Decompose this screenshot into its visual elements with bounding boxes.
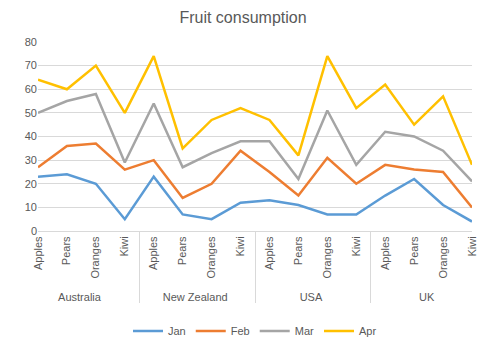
svg-text:Mar: Mar (295, 325, 314, 337)
svg-text:Kiwi: Kiwi (118, 236, 130, 256)
svg-text:40: 40 (25, 130, 37, 142)
svg-text:Feb: Feb (231, 325, 250, 337)
svg-text:80: 80 (25, 36, 37, 48)
svg-text:Oranges: Oranges (321, 236, 333, 279)
svg-text:10: 10 (25, 201, 37, 213)
svg-text:Oranges: Oranges (437, 236, 449, 279)
svg-text:UK: UK (419, 291, 435, 303)
svg-text:Pears: Pears (408, 236, 420, 265)
svg-text:60: 60 (25, 83, 37, 95)
svg-text:Fruit consumption: Fruit consumption (179, 9, 306, 26)
svg-text:Apples: Apples (379, 236, 391, 270)
svg-text:Pears: Pears (292, 236, 304, 265)
svg-text:Oranges: Oranges (89, 236, 101, 279)
svg-text:Kiwi: Kiwi (466, 236, 478, 256)
svg-text:0: 0 (31, 225, 37, 237)
svg-text:Australia: Australia (58, 291, 102, 303)
svg-text:Apples: Apples (263, 236, 275, 270)
svg-text:Jan: Jan (168, 325, 186, 337)
svg-text:20: 20 (25, 178, 37, 190)
svg-text:New Zealand: New Zealand (163, 291, 228, 303)
svg-text:70: 70 (25, 59, 37, 71)
svg-text:USA: USA (300, 291, 323, 303)
svg-text:Pears: Pears (176, 236, 188, 265)
svg-text:50: 50 (25, 107, 37, 119)
svg-text:Apples: Apples (147, 236, 159, 270)
svg-text:Apr: Apr (359, 325, 376, 337)
svg-text:Oranges: Oranges (205, 236, 217, 279)
svg-text:Apples: Apples (32, 236, 44, 270)
svg-text:Kiwi: Kiwi (234, 236, 246, 256)
svg-text:Pears: Pears (61, 236, 73, 265)
svg-text:Kiwi: Kiwi (350, 236, 362, 256)
svg-text:30: 30 (25, 154, 37, 166)
